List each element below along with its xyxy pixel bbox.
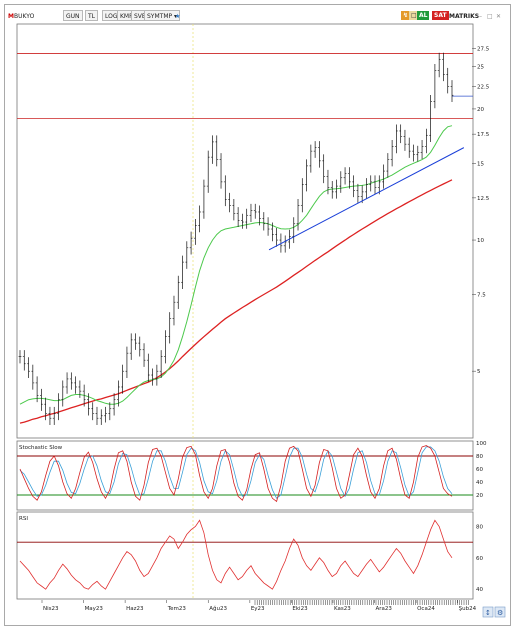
currency-button[interactable]: TL bbox=[85, 10, 99, 21]
stochastic-tick-label: 20 bbox=[476, 493, 483, 499]
price-tick-label: 12.5 bbox=[477, 196, 490, 202]
price-tick-label: 20 bbox=[477, 107, 484, 113]
price-panel-frame bbox=[16, 23, 474, 439]
x-tick-label: Oca24 bbox=[417, 606, 435, 612]
rsi-tick-label: 80 bbox=[476, 525, 483, 531]
chart-window bbox=[4, 4, 511, 626]
zoom-icon[interactable] bbox=[482, 606, 494, 618]
slow-moving-average-line bbox=[19, 179, 453, 424]
x-tick-label: Tem23 bbox=[167, 606, 187, 612]
stochastic-tick-label: 60 bbox=[476, 467, 483, 473]
x-tick-label: Şub24 bbox=[459, 606, 477, 612]
stochastic-tick-label: 80 bbox=[476, 454, 483, 460]
stochastic-tick-label: 100 bbox=[476, 441, 487, 447]
support-trendline bbox=[268, 147, 465, 251]
sell-badge[interactable]: SAT bbox=[432, 11, 449, 20]
price-tick-label: 27.5 bbox=[477, 47, 490, 53]
lightning-icon[interactable]: ↯ bbox=[401, 11, 411, 20]
stochastic-d-line bbox=[19, 446, 453, 499]
symbol-label[interactable]: BUKYO bbox=[14, 13, 35, 20]
chart-toolbar: M BUKYO GUN TL LOG KMR SVB SYMTMP ▾ ★ ↯ … bbox=[5, 10, 505, 22]
x-tick-label: Ara23 bbox=[376, 606, 393, 612]
settings-glyph: ⚙ bbox=[497, 609, 503, 617]
fast-moving-average-line bbox=[19, 125, 453, 405]
period-button[interactable]: GUN bbox=[63, 10, 83, 21]
buy-badge[interactable]: AL bbox=[417, 11, 430, 20]
x-tick-label: Ey23 bbox=[251, 606, 265, 612]
price-tick-label: 7.5 bbox=[477, 292, 486, 298]
matriks-label: MATRIKS bbox=[449, 13, 480, 20]
x-tick-label: Haz23 bbox=[126, 606, 144, 612]
stochastic-panel-frame bbox=[16, 440, 474, 511]
settings-icon[interactable] bbox=[494, 606, 506, 618]
menu-icon[interactable]: M bbox=[8, 13, 14, 20]
rsi-tick-label: 60 bbox=[476, 556, 483, 562]
price-tick-label: 25 bbox=[477, 65, 484, 71]
price-tick-label: 10 bbox=[477, 238, 484, 244]
copy-icon[interactable]: □ bbox=[409, 11, 419, 20]
rsi-title: RSI bbox=[19, 516, 28, 522]
stochastic-title: Stochastic Slow bbox=[19, 445, 63, 451]
x-tick-label: Nis23 bbox=[43, 606, 59, 612]
price-tick-label: 22.5 bbox=[477, 85, 490, 91]
dropdown-arrow-icon: ▾ bbox=[174, 13, 178, 20]
star-icon[interactable]: ★ bbox=[175, 13, 181, 20]
x-tick-label: Ağu23 bbox=[209, 605, 227, 612]
template-dropdown[interactable]: SYMTMP ▾ bbox=[144, 10, 181, 21]
x-tick-label: May23 bbox=[85, 606, 104, 612]
minimize-icon[interactable]: – bbox=[479, 13, 482, 20]
close-icon[interactable]: ✕ bbox=[496, 13, 502, 20]
stochastic-tick-label: 40 bbox=[476, 480, 483, 486]
x-tick-label: Kas23 bbox=[334, 606, 351, 612]
price-tick-label: 15 bbox=[477, 161, 484, 167]
maximize-icon[interactable]: □ bbox=[487, 13, 493, 20]
price-tick-label: 17.5 bbox=[477, 132, 490, 138]
x-tick-label: Eki23 bbox=[292, 606, 308, 612]
template-label: SYMTMP bbox=[147, 13, 173, 20]
rsi-panel-frame bbox=[16, 511, 474, 600]
rsi-tick-label: 40 bbox=[476, 587, 483, 593]
zoom-glyph: ↕ bbox=[485, 609, 491, 617]
rsi-line bbox=[19, 519, 453, 590]
price-tick-label: 5 bbox=[477, 369, 481, 375]
stochastic-k-line bbox=[19, 445, 453, 503]
